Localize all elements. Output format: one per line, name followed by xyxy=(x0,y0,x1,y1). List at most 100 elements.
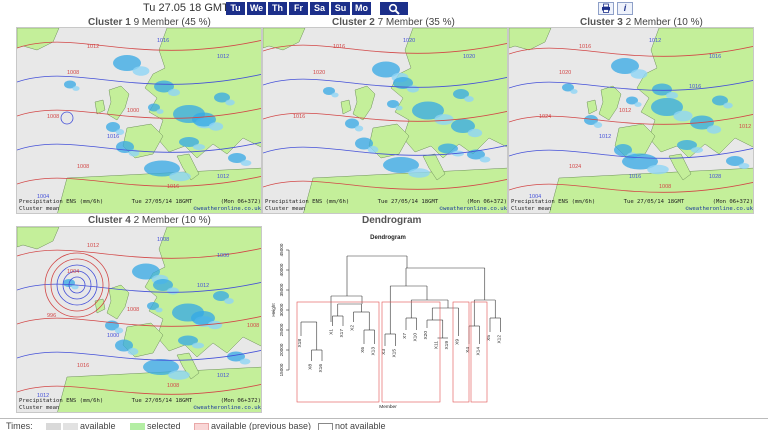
isobar-label: 1028 xyxy=(709,174,721,180)
caption-copyright: ©weatheronline.co.uk xyxy=(193,404,261,411)
isobar-label: 1008 xyxy=(127,307,139,313)
day-button-su[interactable]: Su xyxy=(331,2,350,15)
top-bar: Tu 27.05 18 GMT Tu We Th Fr Sa Su Mo i xyxy=(0,0,768,16)
isobar-label: 1016 xyxy=(107,134,119,140)
legend-previous: available (previous base) xyxy=(194,421,311,430)
leaf-label: X14 xyxy=(476,347,482,356)
y-tick-label: 15000 xyxy=(279,363,284,376)
caption-time: Tue 27/05/14 18GMT xyxy=(377,199,439,206)
cluster-2-map[interactable]: 1016 1020 1020 1020 1016 Precipitation ENS (… xyxy=(262,27,508,214)
swatch-not-available xyxy=(318,422,333,430)
day-button-we[interactable]: We xyxy=(247,2,266,15)
cluster-box xyxy=(381,301,441,403)
leaf-label: X4 xyxy=(465,347,471,353)
leaf-label: X11 xyxy=(434,341,440,350)
isobar-label: 1008 xyxy=(247,323,259,329)
time-legend: Times: available selected available (pre… xyxy=(0,418,768,430)
caption-run: (Mon 06+372) xyxy=(466,199,507,206)
isobar-label: 1008 xyxy=(659,184,671,190)
print-button[interactable] xyxy=(598,2,614,15)
isobar-label: 1016 xyxy=(167,184,179,190)
info-button[interactable]: i xyxy=(617,2,633,15)
cluster-2-name: Cluster 2 xyxy=(332,17,375,28)
leaf-label: X20 xyxy=(423,331,429,340)
isobar-label: 1016 xyxy=(293,114,305,120)
cluster-2-title: Cluster 2 7 Member (35 %) xyxy=(332,17,455,28)
leaf-label: X3 xyxy=(381,349,387,355)
isobar-label: 1012 xyxy=(739,124,751,130)
isobar-label: 1008 xyxy=(167,383,179,389)
caption-mean: Cluster mean xyxy=(19,205,60,212)
swatch-previous xyxy=(194,422,209,430)
y-tick-label: 45000 xyxy=(279,243,284,256)
leaf-label: X2 xyxy=(350,325,356,331)
caption-copyright: ©weatheronline.co.uk xyxy=(685,205,753,212)
isobar-label: 1016 xyxy=(629,174,641,180)
caption-parameter: Precipitation ENS (mm/6h) xyxy=(511,199,596,206)
isobar-label: 1024 xyxy=(539,114,551,120)
y-tick-label: 20000 xyxy=(279,343,284,356)
cluster-1-members: 9 Member (45 %) xyxy=(133,17,211,28)
leaf-label: X18 xyxy=(297,339,303,348)
legend-previous-label: available (previous base) xyxy=(211,421,312,430)
cluster-1-map[interactable]: 1012 1016 1008 1012 1008 1016 1016 1012 1008 1004… xyxy=(16,27,262,214)
isobar-label: 1012 xyxy=(649,38,661,44)
caption-copyright: ©weatheronline.co.uk xyxy=(439,205,507,212)
cluster-4-members: 2 Member (10 %) xyxy=(133,215,211,226)
map-caption: Precipitation ENS (mm/6h) Tue 27/05/14 18… xyxy=(19,398,261,411)
day-button-tu[interactable]: Tu xyxy=(226,2,245,15)
zoom-button[interactable] xyxy=(380,2,408,15)
legend-times-label: Times: xyxy=(6,421,33,430)
day-button-th[interactable]: Th xyxy=(268,2,287,15)
caption-parameter: Precipitation ENS (mm/6h) xyxy=(19,199,104,206)
day-button-fr[interactable]: Fr xyxy=(289,2,308,15)
isobar-label: 1020 xyxy=(559,70,571,76)
legend-selected: selected xyxy=(130,421,181,430)
cluster-3-map[interactable]: 1016 1012 1020 1016 1024 1012 1008 1028 1024 1004… xyxy=(508,27,754,214)
leaf-label: X13 xyxy=(371,347,377,356)
isobar-label: 1004 xyxy=(37,194,49,200)
caption-run: (Mon 06+372) xyxy=(220,199,261,206)
isobar-label: 1012 xyxy=(217,373,229,379)
dendrogram-plot-title: Dendrogram xyxy=(370,235,406,241)
y-tick-label: 25000 xyxy=(279,323,284,336)
y-axis-label: Height xyxy=(271,303,276,317)
cluster-4-map[interactable]: 1012 1008 1004 1000 996 1000 1008 1012 1016 1012 1… xyxy=(16,226,262,413)
isobar-label: 1016 xyxy=(579,44,591,50)
isobar-label: 1016 xyxy=(157,38,169,44)
y-tick-label: 35000 xyxy=(279,283,284,296)
isobar-label: 1016 xyxy=(77,363,89,369)
legend-selected-label: selected xyxy=(147,421,181,430)
caption-time: Tue 27/05/14 18GMT xyxy=(131,398,193,405)
isobar-label: 1020 xyxy=(403,38,415,44)
isobar-label: 1008 xyxy=(157,237,169,243)
isobar-label: 1016 xyxy=(689,84,701,90)
cluster-3-title: Cluster 3 2 Member (10 %) xyxy=(580,17,703,28)
isobar-label: 1012 xyxy=(87,44,99,50)
caption-run: (Mon 06+372) xyxy=(220,398,261,405)
printer-icon xyxy=(602,3,610,13)
magnifier-icon xyxy=(388,3,400,15)
isobar-label: 1012 xyxy=(87,243,99,249)
precipitation-map: 1012 1016 1008 1012 1008 1016 1016 1012 1008 1004… xyxy=(17,28,261,213)
caption-mean: Cluster mean xyxy=(19,404,60,411)
map-caption: Precipitation ENS (mm/6h) Tue 27/05/14 18… xyxy=(19,199,261,212)
day-button-mo[interactable]: Mo xyxy=(352,2,371,15)
leaf-label: X15 xyxy=(392,349,398,358)
info-icon: i xyxy=(623,3,627,13)
day-button-sa[interactable]: Sa xyxy=(310,2,329,15)
forecast-date: Tu 27.05 18 GMT xyxy=(143,2,229,14)
caption-run: (Mon 06+372) xyxy=(712,199,753,206)
leaf-label: X6 xyxy=(360,347,366,353)
caption-time: Tue 27/05/14 18GMT xyxy=(623,199,685,206)
cluster-3-name: Cluster 3 xyxy=(580,17,623,28)
x-axis-label: Member xyxy=(379,404,397,410)
caption-time: Tue 27/05/14 18GMT xyxy=(131,199,193,206)
leaf-label: X17 xyxy=(339,329,345,338)
isobar-label: 1020 xyxy=(463,54,475,60)
cluster-box xyxy=(470,301,488,403)
leaf-label: X16 xyxy=(318,364,324,373)
isobar-label: 1012 xyxy=(599,134,611,140)
y-tick-label: 30000 xyxy=(279,303,284,316)
legend-not-available: not available xyxy=(318,421,386,430)
